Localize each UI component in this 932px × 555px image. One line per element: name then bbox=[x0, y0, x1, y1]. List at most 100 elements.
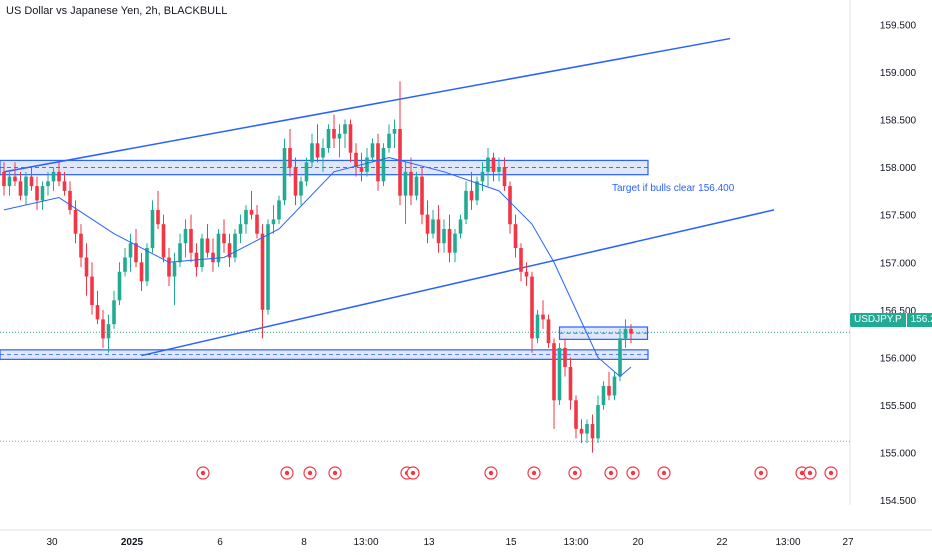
candle-body bbox=[629, 328, 633, 334]
candle-body bbox=[167, 257, 171, 277]
candle-body bbox=[530, 276, 534, 339]
candle-body bbox=[255, 214, 259, 234]
candle-body bbox=[112, 300, 116, 325]
event-marker-dot bbox=[410, 470, 416, 476]
candle-body bbox=[480, 171, 485, 182]
candle-body bbox=[601, 386, 606, 406]
candle-body bbox=[557, 347, 562, 401]
event-marker-dot bbox=[307, 470, 313, 476]
event-marker-dot bbox=[799, 470, 805, 476]
event-marker-dot bbox=[758, 470, 764, 476]
candle-body bbox=[447, 228, 452, 253]
candle-body bbox=[596, 405, 600, 439]
candle-body bbox=[106, 324, 111, 339]
y-tick-label: 155.000 bbox=[880, 449, 917, 460]
x-tick-label: 6 bbox=[217, 537, 223, 548]
candle-body bbox=[469, 190, 474, 201]
event-marker-dot bbox=[332, 470, 338, 476]
y-tick-label: 154.500 bbox=[880, 496, 917, 507]
candle-body bbox=[95, 305, 100, 320]
candle-body bbox=[277, 200, 281, 220]
levels bbox=[0, 331, 850, 442]
event-marker-dot bbox=[284, 470, 290, 476]
y-tick-label: 155.500 bbox=[880, 401, 917, 412]
candle-body bbox=[568, 366, 573, 401]
candle-body bbox=[211, 252, 215, 263]
candle-body bbox=[150, 209, 155, 248]
candle-body bbox=[178, 243, 182, 263]
candle-body bbox=[2, 171, 6, 187]
candle-body bbox=[101, 319, 105, 339]
candle-body bbox=[123, 257, 127, 272]
candle-body bbox=[205, 238, 210, 253]
candle-body bbox=[35, 186, 39, 201]
x-tick-label: 13:00 bbox=[775, 537, 800, 548]
y-tick-label: 156.500 bbox=[880, 306, 917, 317]
candle-body bbox=[458, 219, 463, 234]
candle-body bbox=[161, 224, 166, 258]
y-tick-label: 157.000 bbox=[880, 258, 917, 269]
y-tick-label: 157.500 bbox=[880, 211, 917, 222]
candle-body bbox=[541, 314, 545, 320]
candle-body bbox=[310, 143, 314, 163]
y-tick-label: 159.000 bbox=[880, 68, 917, 79]
candle-body bbox=[392, 128, 397, 134]
candle-body bbox=[535, 314, 540, 339]
x-tick-label: 13:00 bbox=[563, 537, 588, 548]
candle-body bbox=[326, 128, 331, 149]
candle-body bbox=[145, 247, 149, 282]
y-tick-label: 156.000 bbox=[880, 353, 917, 364]
x-tick-label: 15 bbox=[505, 537, 517, 548]
event-marker-dot bbox=[630, 470, 636, 476]
trendlines bbox=[3, 37, 775, 357]
x-tick-label: 2025 bbox=[121, 537, 144, 548]
candle-body bbox=[260, 233, 265, 310]
candle-body bbox=[497, 167, 501, 172]
candle-body bbox=[18, 181, 23, 196]
candle-body bbox=[200, 238, 204, 268]
x-tick-label: 20 bbox=[632, 537, 644, 548]
candle-body bbox=[502, 167, 507, 187]
candle-body bbox=[13, 176, 17, 182]
candle-body bbox=[387, 133, 391, 149]
candle-body bbox=[574, 400, 578, 429]
candle-body bbox=[370, 143, 375, 158]
candle-body bbox=[299, 181, 303, 196]
last-price-value: 156.264 bbox=[905, 313, 932, 327]
candle-body bbox=[68, 190, 72, 210]
candle-body bbox=[117, 271, 122, 301]
candle-body bbox=[249, 209, 254, 215]
candle-body bbox=[579, 428, 584, 434]
candle-body bbox=[585, 424, 589, 434]
candle-body bbox=[57, 171, 61, 182]
candle-body bbox=[62, 181, 67, 191]
y-axis: 159.500 159.000 158.500 158.000 157.500 157.0… bbox=[849, 0, 917, 507]
candle-body bbox=[238, 224, 243, 234]
candle-body bbox=[244, 209, 248, 225]
candle-body bbox=[134, 243, 138, 263]
chart-title: US Dollar vs Japanese Yen, 2h, BLACKBULL bbox=[6, 5, 228, 17]
event-marker-dot bbox=[661, 470, 667, 476]
candle-body bbox=[486, 157, 490, 172]
x-tick-label: 13 bbox=[423, 537, 435, 548]
candle-body bbox=[475, 181, 479, 201]
candle-body bbox=[348, 124, 353, 153]
candle-body bbox=[90, 276, 94, 306]
candle-body bbox=[381, 148, 386, 182]
candle-body bbox=[519, 247, 523, 272]
candle-body bbox=[288, 148, 292, 168]
candle-body bbox=[332, 128, 336, 139]
candle-body bbox=[365, 157, 369, 172]
candle-body bbox=[403, 171, 408, 196]
candle-body bbox=[409, 171, 413, 196]
candle-body bbox=[618, 338, 622, 377]
event-marker-dot bbox=[200, 470, 206, 476]
candle-body bbox=[453, 233, 457, 253]
candle-body bbox=[315, 143, 320, 158]
candle-body bbox=[46, 181, 50, 187]
candle-body bbox=[40, 186, 45, 201]
candle-body bbox=[607, 386, 611, 396]
candle-body bbox=[464, 190, 468, 220]
